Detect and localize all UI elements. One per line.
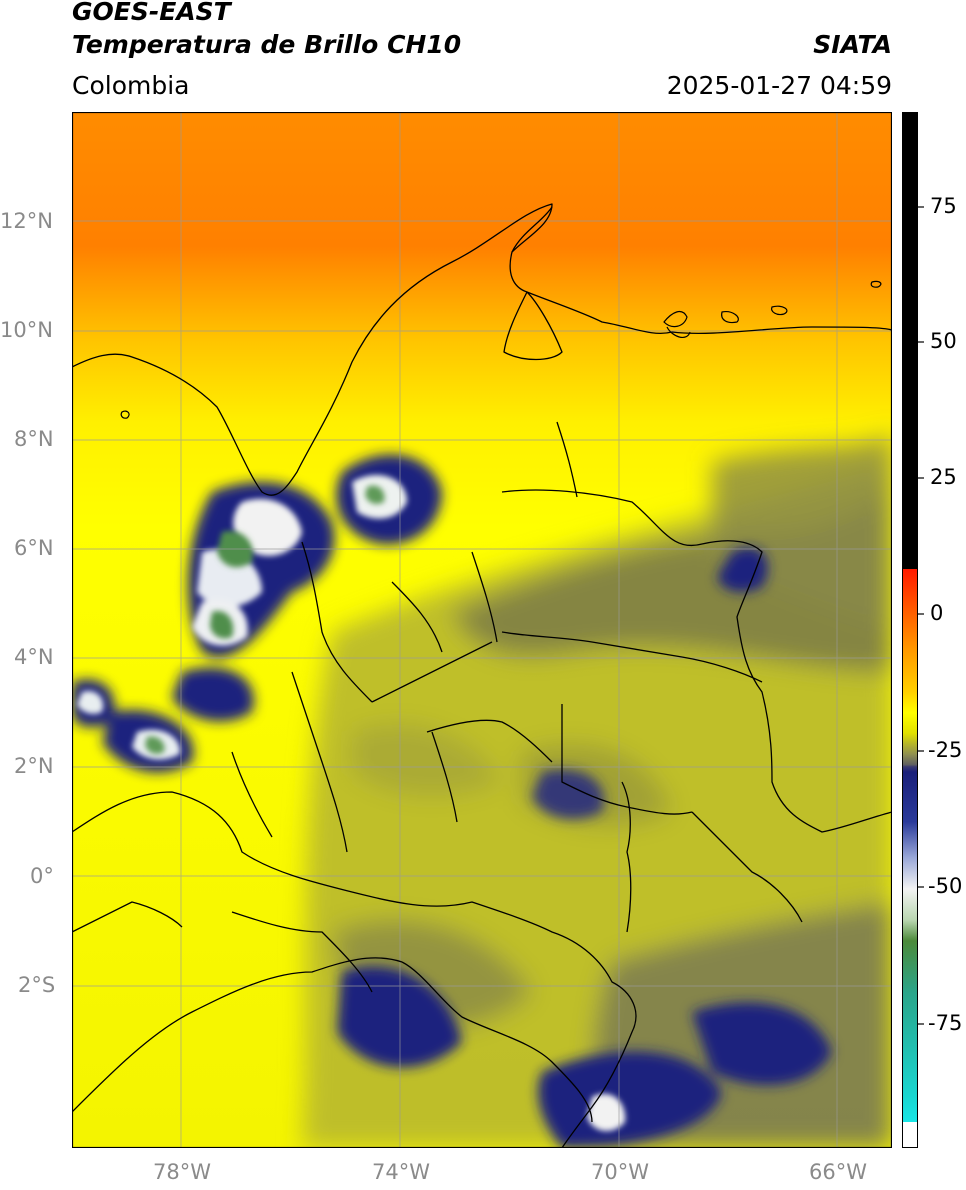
colorbar-ticks bbox=[918, 206, 924, 1025]
coldest-cloud-tops bbox=[77, 474, 626, 1132]
lon-tick-label: 78°W bbox=[153, 1160, 211, 1184]
brightness-temperature-map bbox=[72, 112, 892, 1148]
colorbar-tick-label: 50 bbox=[930, 329, 957, 353]
product-title: Temperatura de Brillo CH10 bbox=[72, 30, 462, 59]
colorbar-tick-label: 75 bbox=[930, 194, 957, 218]
lat-tick-label: 10°N bbox=[0, 318, 53, 342]
temperature-colorbar bbox=[902, 112, 918, 1148]
lat-tick-label: 2°N bbox=[14, 754, 54, 778]
caribbean-islands bbox=[120, 280, 882, 419]
lon-tick-label: 70°W bbox=[591, 1160, 649, 1184]
colorbar-frame bbox=[902, 112, 918, 1148]
lat-tick-label: 8°N bbox=[14, 427, 54, 451]
country-borders bbox=[72, 203, 892, 1148]
lon-tick-label: 74°W bbox=[372, 1160, 430, 1184]
datetime-label: 2025-01-27 04:59 bbox=[666, 71, 892, 100]
lat-tick-label: 6°N bbox=[14, 536, 54, 560]
lat-tick-label: 12°N bbox=[0, 209, 53, 233]
lat-tick-label: 4°N bbox=[14, 645, 54, 669]
region-label: Colombia bbox=[72, 71, 190, 100]
gridlines bbox=[72, 112, 892, 1148]
satellite-title: GOES-EAST bbox=[72, 0, 231, 26]
lat-tick-label: 0° bbox=[30, 864, 54, 888]
colorbar-tick-label: 0 bbox=[930, 601, 944, 625]
map-frame bbox=[72, 112, 892, 1148]
lat-tick-label: 2°S bbox=[18, 973, 56, 997]
agency-label: SIATA bbox=[813, 30, 892, 59]
lon-tick-label: 66°W bbox=[809, 1160, 867, 1184]
colorbar-tick-label: -75 bbox=[928, 1011, 963, 1035]
colorbar-gradient bbox=[902, 112, 918, 1148]
colorbar-tick-label: -25 bbox=[928, 738, 963, 762]
colorbar-tick-label: 25 bbox=[930, 465, 957, 489]
colorbar-tick-label: -50 bbox=[928, 874, 963, 898]
